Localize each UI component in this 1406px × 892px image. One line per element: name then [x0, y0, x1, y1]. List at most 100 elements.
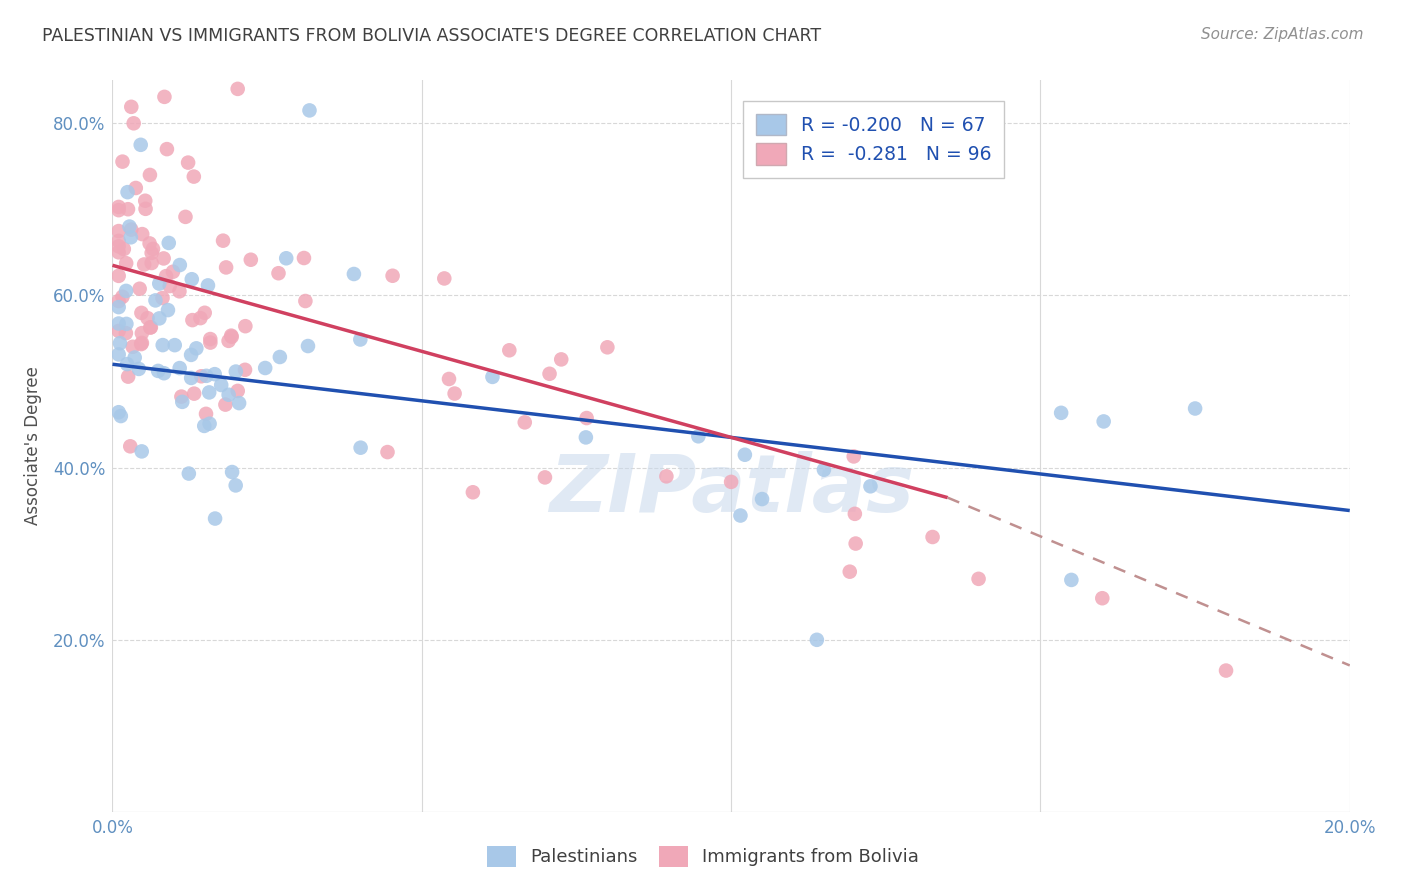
- Point: [1060, 573, 1083, 587]
- Point: [111, 290, 134, 304]
- Point: [129, 337, 152, 351]
- Point: [138, 236, 160, 251]
- Point: [1092, 414, 1115, 428]
- Point: [180, 348, 202, 362]
- Point: [129, 137, 152, 152]
- Point: [838, 565, 860, 579]
- Point: [276, 252, 298, 266]
- Point: [198, 385, 221, 400]
- Point: [842, 450, 865, 464]
- Point: [1050, 406, 1073, 420]
- Point: [115, 256, 138, 270]
- Point: [183, 169, 205, 184]
- Point: [107, 268, 129, 283]
- Point: [139, 320, 162, 334]
- Point: [131, 306, 153, 320]
- Point: [148, 277, 170, 291]
- Point: [481, 370, 503, 384]
- Point: [190, 369, 212, 384]
- Point: [141, 246, 163, 260]
- Point: [107, 300, 129, 314]
- Point: [844, 507, 866, 521]
- Point: [107, 317, 129, 331]
- Point: [115, 284, 138, 298]
- Point: [845, 536, 868, 550]
- Point: [177, 467, 200, 481]
- Point: [195, 407, 218, 421]
- Point: [124, 351, 146, 365]
- Point: [174, 210, 197, 224]
- Point: [131, 227, 153, 241]
- Point: [183, 386, 205, 401]
- Point: [121, 340, 143, 354]
- Point: [443, 386, 465, 401]
- Point: [169, 258, 191, 272]
- Point: [294, 293, 316, 308]
- Point: [152, 252, 174, 266]
- Point: [688, 429, 710, 443]
- Point: [292, 251, 315, 265]
- Point: [107, 405, 129, 419]
- Point: [194, 306, 217, 320]
- Point: [461, 485, 484, 500]
- Point: [534, 470, 557, 484]
- Point: [226, 82, 249, 96]
- Point: [128, 362, 150, 376]
- Point: [107, 203, 129, 218]
- Point: [157, 235, 180, 250]
- Point: [221, 465, 243, 479]
- Legend: Palestinians, Immigrants from Bolivia: Palestinians, Immigrants from Bolivia: [479, 838, 927, 874]
- Legend: R = -0.200   N = 67, R =  -0.281   N = 96: R = -0.200 N = 67, R = -0.281 N = 96: [742, 101, 1004, 178]
- Point: [343, 267, 366, 281]
- Point: [156, 142, 179, 156]
- Point: [107, 224, 129, 238]
- Point: [269, 350, 291, 364]
- Point: [212, 234, 235, 248]
- Point: [197, 278, 219, 293]
- Point: [148, 311, 170, 326]
- Point: [111, 154, 134, 169]
- Point: [139, 320, 162, 334]
- Point: [120, 230, 142, 244]
- Point: [437, 372, 460, 386]
- Point: [107, 245, 129, 260]
- Point: [120, 439, 142, 453]
- Point: [115, 357, 138, 371]
- Point: [190, 311, 212, 326]
- Point: [1215, 664, 1237, 678]
- Point: [730, 508, 752, 523]
- Point: [921, 530, 943, 544]
- Point: [107, 294, 129, 309]
- Point: [200, 335, 222, 350]
- Text: PALESTINIAN VS IMMIGRANTS FROM BOLIVIA ASSOCIATE'S DEGREE CORRELATION CHART: PALESTINIAN VS IMMIGRANTS FROM BOLIVIA A…: [42, 27, 821, 45]
- Point: [195, 368, 218, 383]
- Point: [575, 430, 598, 444]
- Point: [156, 303, 179, 318]
- Point: [107, 200, 129, 214]
- Point: [159, 279, 181, 293]
- Point: [228, 396, 250, 410]
- Point: [163, 338, 186, 352]
- Point: [118, 219, 141, 234]
- Point: [181, 313, 204, 327]
- Point: [550, 352, 572, 367]
- Point: [225, 478, 247, 492]
- Point: [155, 269, 177, 284]
- Point: [575, 411, 598, 425]
- Point: [128, 282, 150, 296]
- Point: [134, 194, 156, 208]
- Point: [120, 100, 142, 114]
- Point: [967, 572, 990, 586]
- Point: [267, 266, 290, 280]
- Point: [139, 168, 162, 182]
- Point: [209, 378, 232, 392]
- Point: [115, 317, 138, 331]
- Point: [125, 181, 148, 195]
- Point: [513, 415, 536, 429]
- Point: [170, 390, 193, 404]
- Point: [198, 417, 221, 431]
- Point: [538, 367, 561, 381]
- Point: [146, 364, 169, 378]
- Point: [108, 336, 131, 351]
- Point: [177, 155, 200, 169]
